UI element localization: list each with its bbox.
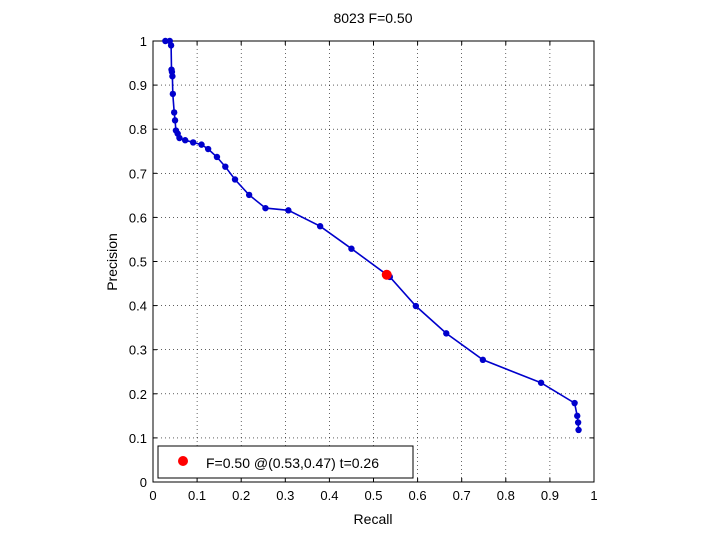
pr-curve-point	[574, 419, 582, 426]
legend: F=0.50 @(0.53,0.47) t=0.26	[157, 445, 414, 479]
y-tick-label: 0.9	[129, 78, 147, 93]
pr-curve-point	[169, 73, 176, 80]
x-tick-label: 0.4	[320, 488, 338, 503]
x-tick-label: 1	[590, 488, 597, 503]
pr-curve-point	[479, 356, 487, 364]
x-axis-label: Recall	[354, 511, 393, 527]
pr-curve-point	[162, 37, 169, 45]
pr-curve-point	[245, 191, 253, 199]
pr-curve-point	[316, 223, 324, 230]
best-f-marker	[381, 269, 392, 280]
x-tick-label: 0.9	[541, 488, 559, 503]
x-tick-label: 0.8	[497, 488, 515, 503]
y-tick-label: 0.4	[129, 299, 147, 314]
pr-curve-point	[198, 141, 205, 148]
pr-curve-point	[412, 302, 420, 310]
pr-curve-point	[170, 109, 178, 116]
x-tick-label: 0	[149, 488, 156, 503]
pr-curve-point	[169, 90, 177, 98]
y-tick-label: 0.7	[129, 166, 147, 181]
x-tick-label: 0.5	[364, 488, 382, 503]
pr-curve-point	[443, 330, 450, 337]
axis-ticks: 0 0.1 0.2 0.3 0.4 0.5 0.6 0.7 0.8 0.9 1 0 0.1 0.2 0.3 0…	[129, 34, 598, 503]
y-axis-label: Precision	[104, 233, 120, 291]
y-tick-label: 0.8	[129, 122, 147, 137]
legend-box	[157, 445, 414, 479]
x-tick-label: 0.3	[276, 488, 294, 503]
pr-curve-point	[222, 163, 229, 170]
grid	[153, 41, 594, 482]
y-tick-label: 0.6	[129, 210, 147, 225]
pr-curve-point	[189, 139, 197, 146]
pr-curve-point	[181, 137, 189, 144]
legend-marker-icon	[178, 456, 188, 466]
pr-curve-point	[571, 399, 578, 407]
legend-label: F=0.50 @(0.53,0.47) t=0.26	[206, 455, 379, 471]
y-tick-label: 0.1	[129, 431, 147, 446]
x-tick-label: 0.1	[188, 488, 206, 503]
x-tick-label: 0.7	[453, 488, 471, 503]
series-layer	[162, 37, 582, 434]
pr-curve-point	[574, 412, 581, 420]
chart-title: 8023 F=0.50	[333, 10, 412, 26]
pr-curve-point	[213, 153, 221, 161]
pr-curve-point	[167, 42, 175, 49]
pr-curve-point	[231, 176, 239, 183]
pr-curve-point	[575, 426, 582, 434]
pr-curve-point	[171, 117, 179, 124]
pr-curve-point	[285, 207, 292, 214]
y-tick-label: 0	[140, 475, 147, 490]
pr-curve-point	[204, 145, 212, 153]
pr-curve-point	[537, 379, 545, 386]
x-tick-label: 0.6	[409, 488, 427, 503]
pr-curve-point	[348, 245, 355, 252]
pr-curve-line	[165, 40, 580, 431]
y-tick-label: 0.3	[129, 343, 147, 358]
x-tick-label: 0.2	[232, 488, 250, 503]
y-tick-label: 1	[140, 34, 147, 49]
y-tick-label: 0.2	[129, 387, 147, 402]
pr-curve-point	[176, 134, 183, 142]
y-tick-label: 0.5	[129, 255, 147, 270]
pr-curve-point	[262, 204, 269, 212]
